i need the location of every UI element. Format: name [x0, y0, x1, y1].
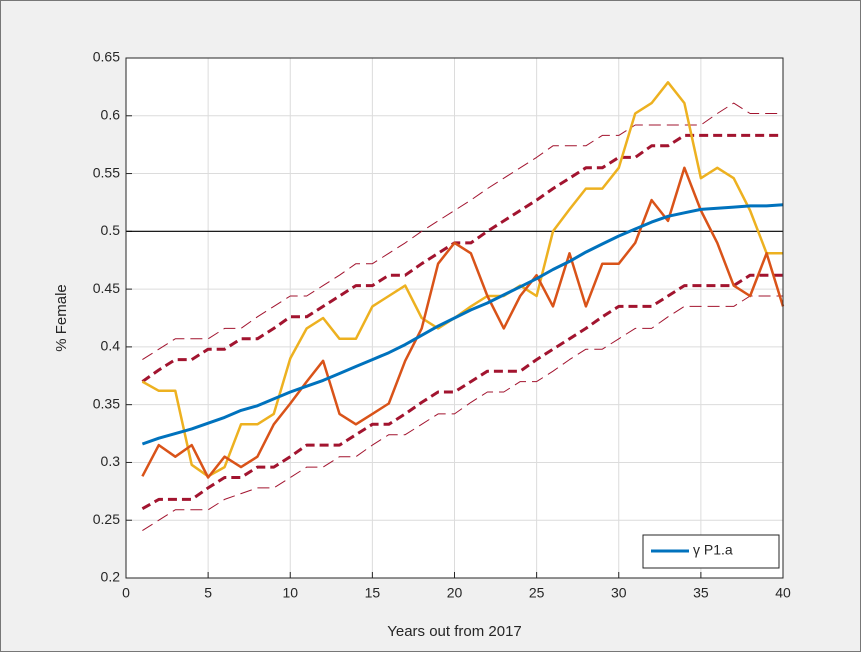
x-tick-label: 5: [204, 585, 212, 601]
y-tick-label: 0.25: [93, 511, 120, 527]
y-tick-label: 0.55: [93, 164, 120, 180]
axes-box: [125, 57, 784, 579]
y-tick-label: 0.3: [101, 453, 121, 469]
series-line: [141, 166, 785, 479]
legend-label: γ P1.a: [693, 542, 733, 558]
y-tick-label: 0.4: [101, 338, 121, 354]
series-line: [141, 133, 783, 383]
y-tick-label: 0.45: [93, 280, 120, 296]
x-tick-label: 15: [365, 585, 381, 601]
y-axis-label: % Female: [53, 284, 70, 352]
x-tick-label: 25: [529, 585, 545, 601]
series-line: [141, 273, 783, 511]
x-tick-label: 30: [611, 585, 627, 601]
series-line: [142, 102, 783, 361]
y-tick-label: 0.6: [101, 106, 121, 122]
y-tick-label: 0.2: [101, 569, 121, 585]
y-tick-label: 0.35: [93, 395, 120, 411]
series-line: [141, 203, 784, 446]
x-tick-label: 0: [122, 585, 130, 601]
y-tick-label: 0.5: [101, 222, 121, 238]
series-line: [141, 81, 783, 478]
x-axis-label: Years out from 2017: [387, 623, 522, 640]
x-tick-label: 35: [693, 585, 709, 601]
x-tick-label: 20: [447, 585, 463, 601]
x-tick-label: 40: [775, 585, 791, 601]
series-line: [142, 295, 783, 532]
x-tick-label: 10: [282, 585, 298, 601]
y-tick-label: 0.65: [93, 49, 120, 65]
